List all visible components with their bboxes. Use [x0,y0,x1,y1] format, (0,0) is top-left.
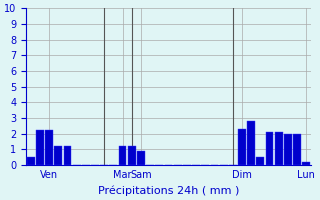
Bar [238,129,246,165]
Bar [64,146,71,165]
Bar [45,130,53,165]
Bar [275,132,283,165]
Bar [256,157,264,165]
Bar [128,146,136,165]
Bar [54,146,62,165]
Bar [137,151,145,165]
Bar [36,130,44,165]
Bar [27,157,35,165]
Bar [119,146,126,165]
Bar [293,134,301,165]
Bar [247,121,255,165]
Bar [302,162,310,165]
X-axis label: Précipitations 24h ( mm ): Précipitations 24h ( mm ) [98,185,239,196]
Bar [284,134,292,165]
Bar [266,132,274,165]
